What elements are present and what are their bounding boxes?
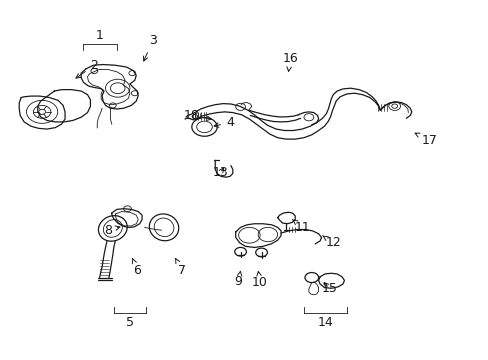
Text: 13: 13: [212, 166, 227, 179]
Text: 9: 9: [234, 271, 242, 288]
Text: 6: 6: [132, 258, 141, 277]
Text: 5: 5: [125, 316, 134, 329]
Text: 3: 3: [143, 34, 157, 61]
Text: 18: 18: [183, 109, 211, 122]
Text: 14: 14: [317, 316, 333, 329]
Text: 10: 10: [252, 271, 267, 289]
Text: 2: 2: [76, 59, 98, 78]
Text: 12: 12: [322, 236, 341, 249]
Text: 4: 4: [214, 116, 233, 129]
Text: 11: 11: [292, 220, 310, 234]
Text: 8: 8: [104, 224, 120, 237]
Text: 1: 1: [96, 28, 103, 41]
Text: 17: 17: [414, 133, 437, 147]
Text: 16: 16: [282, 51, 298, 71]
Text: 7: 7: [175, 258, 186, 277]
Text: 15: 15: [321, 282, 337, 295]
